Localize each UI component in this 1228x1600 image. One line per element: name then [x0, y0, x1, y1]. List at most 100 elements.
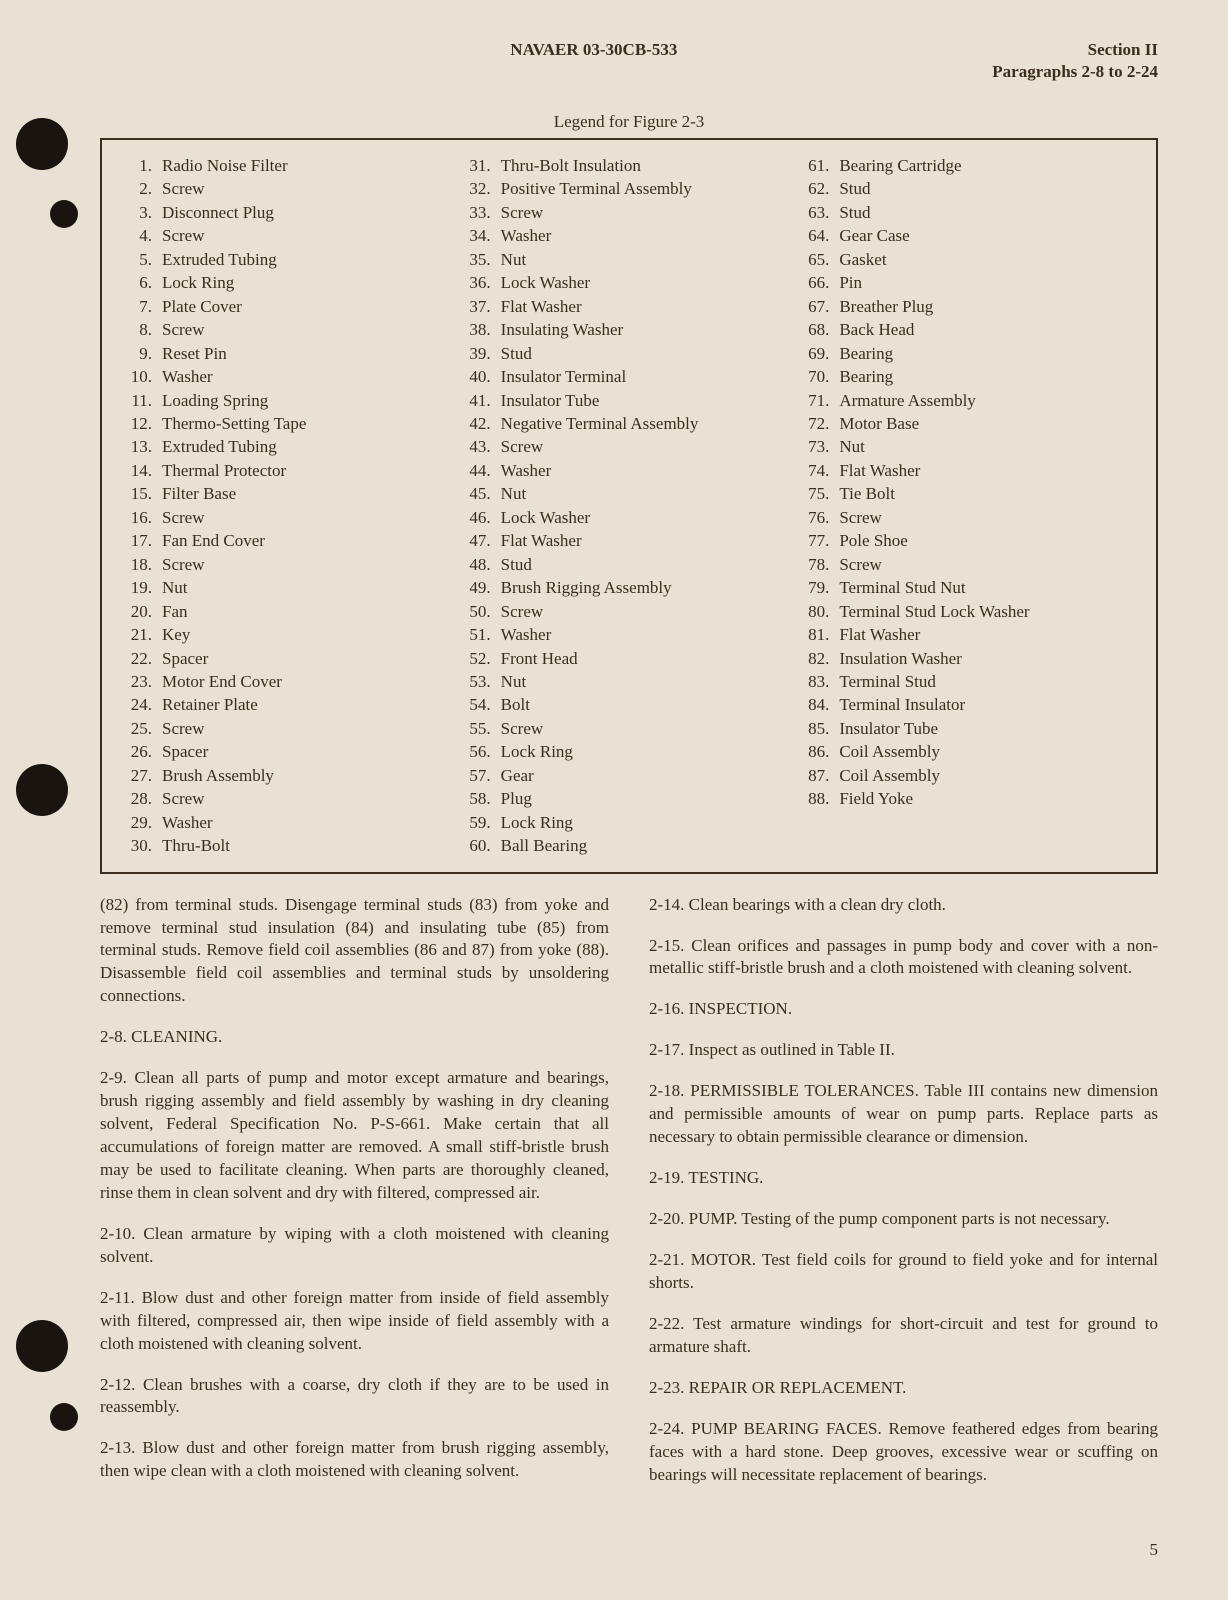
- legend-box: 1.Radio Noise Filter2.Screw3.Disconnect …: [100, 138, 1158, 874]
- legend-item: 28.Screw: [126, 787, 455, 810]
- legend-item: 22.Spacer: [126, 647, 455, 670]
- legend-item: 19.Nut: [126, 576, 455, 599]
- legend-item: 36.Lock Washer: [465, 271, 794, 294]
- legend-item: 5.Extruded Tubing: [126, 248, 455, 271]
- legend-item: 25.Screw: [126, 717, 455, 740]
- legend-item: 69.Bearing: [803, 342, 1132, 365]
- legend-item: 49.Brush Rigging Assembly: [465, 576, 794, 599]
- paragraph: 2-18. PERMISSIBLE TOLERANCES. Table III …: [649, 1080, 1158, 1149]
- legend-item: 11.Loading Spring: [126, 389, 455, 412]
- legend-item: 45.Nut: [465, 482, 794, 505]
- legend-item: 78.Screw: [803, 553, 1132, 576]
- legend-item: 26.Spacer: [126, 740, 455, 763]
- binder-hole: [16, 1320, 68, 1372]
- legend-item: 23.Motor End Cover: [126, 670, 455, 693]
- legend-item: 74.Flat Washer: [803, 459, 1132, 482]
- legend-item: 37.Flat Washer: [465, 295, 794, 318]
- paragraph: 2-22. Test armature windings for short-c…: [649, 1313, 1158, 1359]
- legend-item: 73.Nut: [803, 435, 1132, 458]
- binder-hole: [16, 118, 68, 170]
- paragraph: 2-20. PUMP. Testing of the pump componen…: [649, 1208, 1158, 1231]
- legend-item: 10.Washer: [126, 365, 455, 388]
- legend-item: 43.Screw: [465, 435, 794, 458]
- legend-item: 80.Terminal Stud Lock Washer: [803, 600, 1132, 623]
- legend-item: 18.Screw: [126, 553, 455, 576]
- legend-col-2: 31.Thru-Bolt Insulation32.Positive Termi…: [465, 154, 794, 858]
- legend-item: 12.Thermo-Setting Tape: [126, 412, 455, 435]
- legend-item: 87.Coil Assembly: [803, 764, 1132, 787]
- legend-item: 6.Lock Ring: [126, 271, 455, 294]
- paragraph: (82) from terminal studs. Disengage term…: [100, 894, 609, 1009]
- binder-hole: [50, 200, 78, 228]
- paragraph: 2-8. CLEANING.: [100, 1026, 609, 1049]
- legend-item: 30.Thru-Bolt: [126, 834, 455, 857]
- legend-item: 3.Disconnect Plug: [126, 201, 455, 224]
- binder-hole: [16, 764, 68, 816]
- legend-item: 70.Bearing: [803, 365, 1132, 388]
- legend-item: 67.Breather Plug: [803, 295, 1132, 318]
- paragraph: 2-15. Clean orifices and passages in pum…: [649, 935, 1158, 981]
- legend-item: 33.Screw: [465, 201, 794, 224]
- legend-item: 86.Coil Assembly: [803, 740, 1132, 763]
- legend-item: 8.Screw: [126, 318, 455, 341]
- legend-item: 15.Filter Base: [126, 482, 455, 505]
- legend-item: 54.Bolt: [465, 693, 794, 716]
- body-right-col: 2-14. Clean bearings with a clean dry cl…: [649, 894, 1158, 1505]
- legend-item: 52.Front Head: [465, 647, 794, 670]
- legend-item: 17.Fan End Cover: [126, 529, 455, 552]
- paragraph: 2-19. TESTING.: [649, 1167, 1158, 1190]
- legend-item: 88.Field Yoke: [803, 787, 1132, 810]
- legend-item: 72.Motor Base: [803, 412, 1132, 435]
- section-label: Section II: [1088, 40, 1158, 60]
- legend-item: 14.Thermal Protector: [126, 459, 455, 482]
- legend-item: 66.Pin: [803, 271, 1132, 294]
- legend-item: 47.Flat Washer: [465, 529, 794, 552]
- legend-item: 9.Reset Pin: [126, 342, 455, 365]
- paragraph: 2-23. REPAIR OR REPLACEMENT.: [649, 1377, 1158, 1400]
- legend-col-3: 61.Bearing Cartridge62.Stud63.Stud64.Gea…: [803, 154, 1132, 858]
- legend-item: 13.Extruded Tubing: [126, 435, 455, 458]
- legend-item: 59.Lock Ring: [465, 811, 794, 834]
- legend-item: 24.Retainer Plate: [126, 693, 455, 716]
- legend-title: Legend for Figure 2-3: [100, 112, 1158, 132]
- legend-item: 85.Insulator Tube: [803, 717, 1132, 740]
- legend-item: 84.Terminal Insulator: [803, 693, 1132, 716]
- legend-item: 53.Nut: [465, 670, 794, 693]
- legend-item: 38.Insulating Washer: [465, 318, 794, 341]
- legend-item: 39.Stud: [465, 342, 794, 365]
- legend-item: 51.Washer: [465, 623, 794, 646]
- paragraph: 2-11. Blow dust and other foreign matter…: [100, 1287, 609, 1356]
- legend-item: 65.Gasket: [803, 248, 1132, 271]
- binder-hole: [50, 1403, 78, 1431]
- legend-item: 40.Insulator Terminal: [465, 365, 794, 388]
- legend-item: 75.Tie Bolt: [803, 482, 1132, 505]
- legend-item: 34.Washer: [465, 224, 794, 247]
- legend-item: 82.Insulation Washer: [803, 647, 1132, 670]
- legend-item: 68.Back Head: [803, 318, 1132, 341]
- legend-item: 41.Insulator Tube: [465, 389, 794, 412]
- legend-item: 83.Terminal Stud: [803, 670, 1132, 693]
- legend-item: 44.Washer: [465, 459, 794, 482]
- legend-col-1: 1.Radio Noise Filter2.Screw3.Disconnect …: [126, 154, 455, 858]
- legend-item: 77.Pole Shoe: [803, 529, 1132, 552]
- legend-item: 2.Screw: [126, 177, 455, 200]
- legend-item: 61.Bearing Cartridge: [803, 154, 1132, 177]
- body-left-col: (82) from terminal studs. Disengage term…: [100, 894, 609, 1505]
- legend-item: 29.Washer: [126, 811, 455, 834]
- legend-item: 50.Screw: [465, 600, 794, 623]
- legend-item: 31.Thru-Bolt Insulation: [465, 154, 794, 177]
- legend-item: 27.Brush Assembly: [126, 764, 455, 787]
- paragraph: 2-10. Clean armature by wiping with a cl…: [100, 1223, 609, 1269]
- legend-item: 46.Lock Washer: [465, 506, 794, 529]
- legend-item: 7.Plate Cover: [126, 295, 455, 318]
- legend-item: 79.Terminal Stud Nut: [803, 576, 1132, 599]
- legend-item: 4.Screw: [126, 224, 455, 247]
- paragraph: 2-9. Clean all parts of pump and motor e…: [100, 1067, 609, 1205]
- legend-item: 20.Fan: [126, 600, 455, 623]
- paragraph: 2-13. Blow dust and other foreign matter…: [100, 1437, 609, 1483]
- paragraph: 2-24. PUMP BEARING FACES. Remove feather…: [649, 1418, 1158, 1487]
- paragraph: 2-12. Clean brushes with a coarse, dry c…: [100, 1374, 609, 1420]
- legend-item: 64.Gear Case: [803, 224, 1132, 247]
- legend-item: 62.Stud: [803, 177, 1132, 200]
- paragraphs-label: Paragraphs 2-8 to 2-24: [100, 62, 1158, 82]
